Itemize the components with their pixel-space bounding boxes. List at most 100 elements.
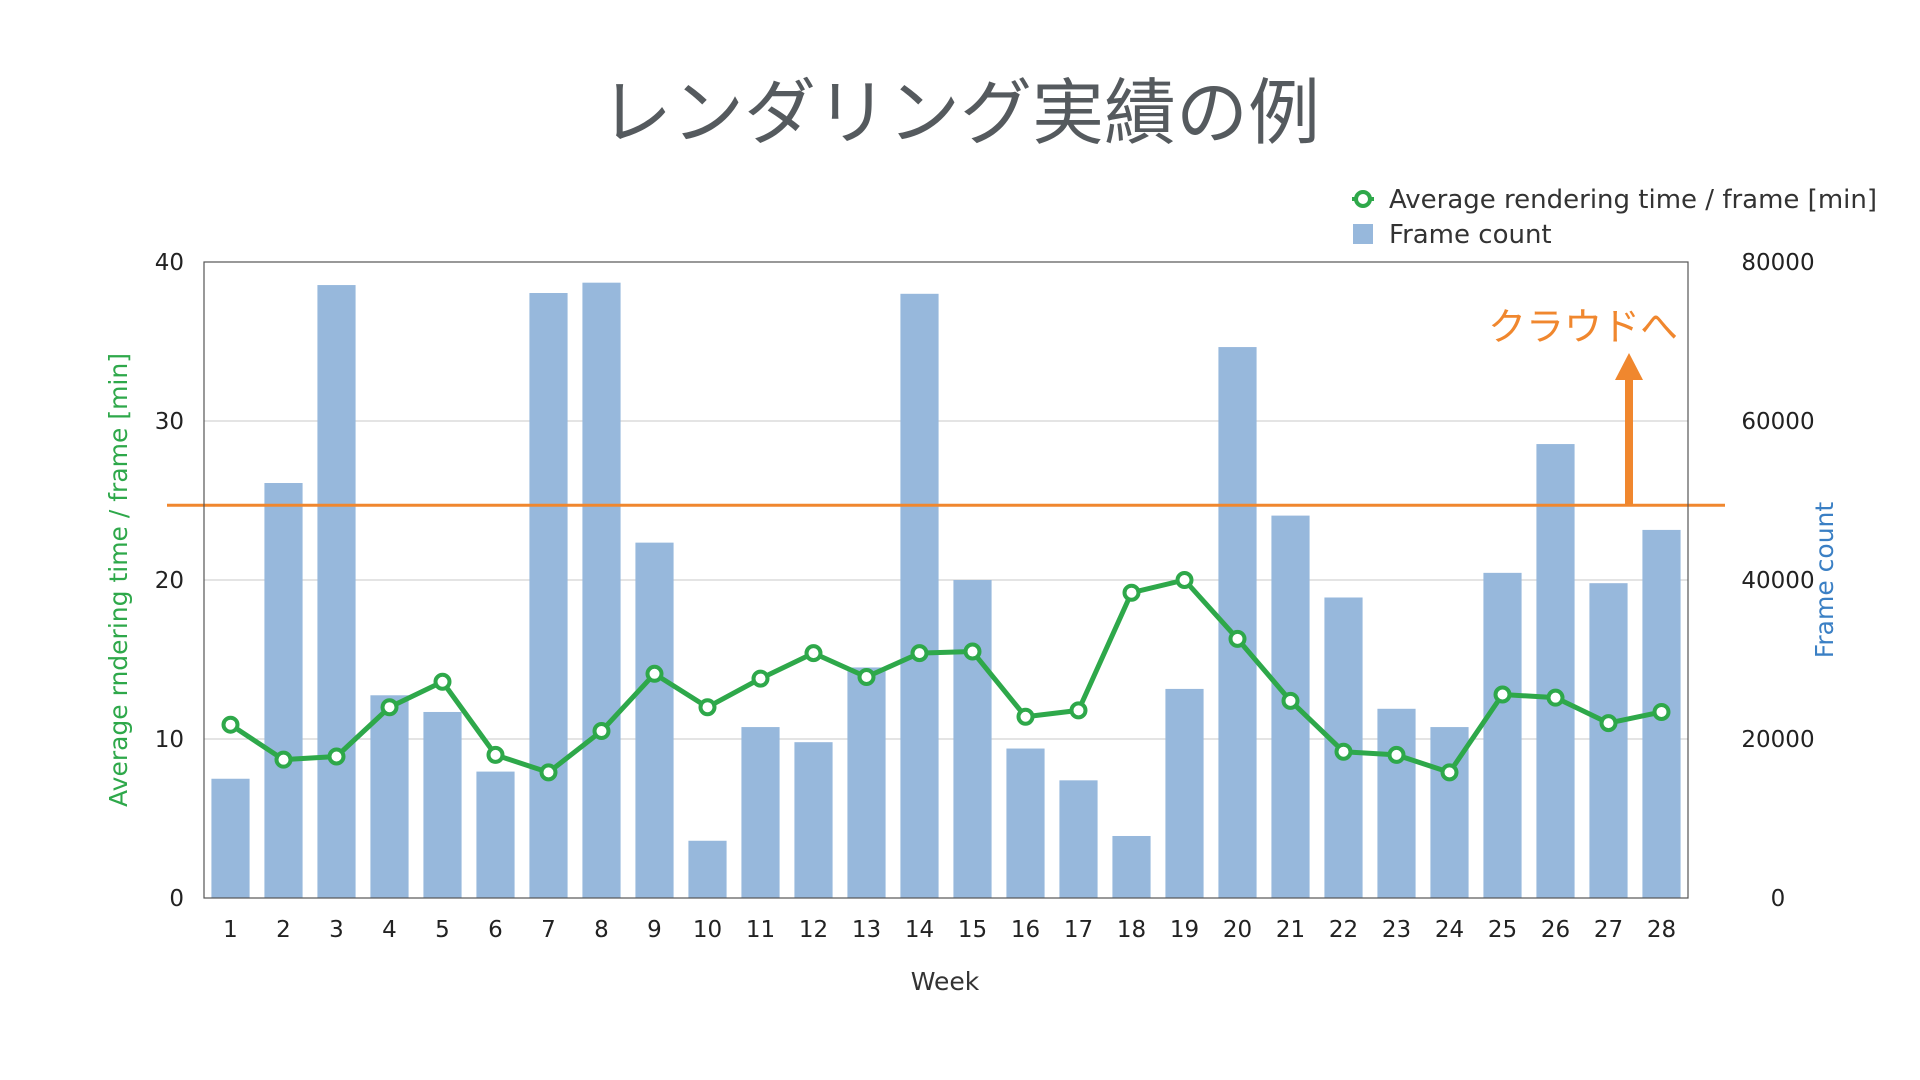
- render-time-point: [645, 664, 664, 683]
- left-tick-label: 20: [155, 568, 184, 594]
- cloud-annotation: クラウドへ: [1488, 305, 1678, 506]
- left-axis-title: Average rndering time / frame [min]: [104, 353, 133, 807]
- render-time-point: [1122, 583, 1141, 602]
- right-axis-title: Frame count: [1810, 502, 1839, 659]
- x-tick-label: 4: [382, 917, 397, 943]
- frame-count-bar: [211, 778, 250, 898]
- frame-count-bar: [1589, 583, 1628, 898]
- render-time-point: [380, 698, 399, 717]
- frame-count-bar: [635, 542, 674, 898]
- x-tick-label: 13: [852, 917, 881, 943]
- render-time-point: [1546, 688, 1565, 707]
- render-time-point: [274, 750, 293, 769]
- render-time-point: [751, 669, 770, 688]
- x-tick-label: 23: [1382, 917, 1411, 943]
- render-time-point: [804, 644, 823, 663]
- x-tick-label: 18: [1117, 917, 1146, 943]
- render-time-point: [1069, 701, 1088, 720]
- x-tick-label: 1: [223, 917, 238, 943]
- frame-count-bar: [1165, 688, 1204, 898]
- left-tick-label: 0: [169, 886, 184, 912]
- left-tick-label: 40: [155, 250, 184, 276]
- x-tick-label: 19: [1170, 917, 1199, 943]
- x-axis-title: Week: [911, 967, 980, 996]
- render-time-point: [1016, 707, 1035, 726]
- line-series: [221, 571, 1671, 782]
- x-tick-label: 2: [276, 917, 291, 943]
- x-tick-label: 28: [1647, 917, 1676, 943]
- x-tick-label: 27: [1594, 917, 1623, 943]
- frame-count-bar: [264, 483, 303, 898]
- frame-count-bar: [1059, 780, 1098, 898]
- render-time-point: [963, 642, 982, 661]
- frame-count-bar: [582, 282, 621, 898]
- x-tick-label: 17: [1064, 917, 1093, 943]
- left-tick-label: 10: [155, 727, 184, 753]
- x-tick-label: 21: [1276, 917, 1305, 943]
- render-time-point: [1175, 571, 1194, 589]
- right-axis-ticks: 0 20000 40000 60000 80000: [1741, 250, 1814, 912]
- frame-count-bar: [529, 293, 568, 898]
- x-tick-label: 20: [1223, 917, 1252, 943]
- right-tick-label: 80000: [1741, 250, 1814, 276]
- plot-frame: [203, 261, 1689, 899]
- right-tick-label: 20000: [1741, 727, 1814, 753]
- x-tick-label: 6: [488, 917, 503, 943]
- render-time-point: [1440, 763, 1459, 782]
- right-tick-label: 0: [1771, 886, 1786, 912]
- frame-count-bar: [317, 285, 356, 898]
- x-tick-label: 15: [958, 917, 987, 943]
- frame-count-bar: [741, 727, 780, 898]
- plot-border: [203, 261, 1689, 899]
- frame-count-bar: [847, 667, 886, 898]
- x-tick-label: 8: [594, 917, 609, 943]
- frame-count-bar: [1483, 572, 1522, 898]
- x-tick-label: 5: [435, 917, 450, 943]
- x-tick-label: 12: [799, 917, 828, 943]
- x-tick-label: 22: [1329, 917, 1358, 943]
- render-time-point: [1652, 702, 1671, 721]
- render-time-point: [1228, 629, 1247, 648]
- render-time-point: [327, 747, 346, 766]
- frame-count-bar: [476, 771, 515, 898]
- x-tick-label: 11: [746, 917, 775, 943]
- render-time-line: [229, 577, 1663, 775]
- render-time-point: [433, 672, 452, 691]
- x-tick-label: 24: [1435, 917, 1464, 943]
- frame-count-bar: [953, 580, 992, 898]
- right-tick-label: 60000: [1741, 409, 1814, 435]
- render-time-point: [857, 667, 876, 686]
- x-tick-label: 3: [329, 917, 344, 943]
- frame-count-bar: [1006, 748, 1045, 898]
- render-time-point: [1493, 685, 1512, 704]
- legend-label-frame-count: Frame count: [1389, 220, 1552, 250]
- frame-count-bar: [423, 711, 462, 898]
- right-tick-label: 40000: [1741, 568, 1814, 594]
- render-time-point: [910, 644, 929, 663]
- render-time-point: [1599, 714, 1618, 733]
- frame-count-bar: [1377, 708, 1416, 898]
- chart-title: レンダリング実績の例: [600, 71, 1320, 155]
- frame-count-bar: [1112, 835, 1151, 898]
- x-tick-label: 25: [1488, 917, 1517, 943]
- x-tick-label: 26: [1541, 917, 1570, 943]
- legend: Average rendering time / frame [min] Fra…: [1352, 185, 1877, 250]
- x-tick-label: 10: [693, 917, 722, 943]
- frame-count-bar: [370, 695, 409, 898]
- annotation-text: クラウドへ: [1488, 305, 1678, 349]
- x-tick-label: 7: [541, 917, 556, 943]
- render-time-point: [592, 722, 611, 741]
- annotation-arrow-head: [1615, 353, 1643, 380]
- x-tick-label: 16: [1011, 917, 1040, 943]
- render-time-point: [539, 763, 558, 782]
- left-axis-ticks: 0 10 20 30 40: [155, 250, 184, 912]
- render-time-point: [698, 698, 717, 717]
- bar-series: [211, 282, 1681, 898]
- x-tick-label: 14: [905, 917, 934, 943]
- x-axis-ticks: 1 2 3 4 5 6 7 8 9 10 11 12 13 14 15 16 17 18 19 20 21 22 23 24 2…: [223, 917, 1676, 943]
- frame-count-bar: [794, 742, 833, 898]
- render-time-point: [1281, 691, 1300, 710]
- frame-count-bar: [1536, 444, 1575, 898]
- render-time-point: [221, 715, 240, 734]
